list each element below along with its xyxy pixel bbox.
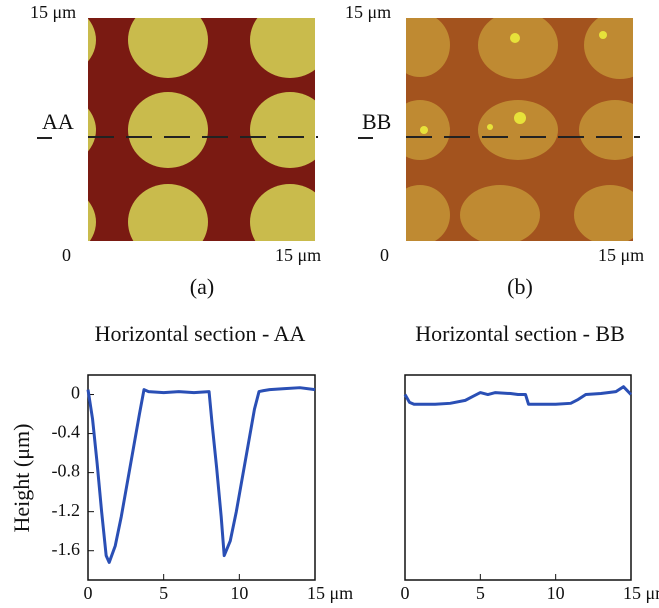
image-top-label: 15 μm xyxy=(30,2,76,22)
x-tick-label: 15 μm xyxy=(307,583,353,603)
chart-title: Horizontal section - AA xyxy=(95,321,306,346)
x-tick-label: 0 xyxy=(84,583,93,603)
section-label: BB xyxy=(362,109,391,134)
image-bottom-left: 0 xyxy=(380,245,389,265)
x-tick-label: 0 xyxy=(401,583,410,603)
x-tick-label: 10 xyxy=(230,583,248,603)
x-tick-label: 15 μm xyxy=(623,583,659,603)
x-tick-label: 10 xyxy=(547,583,565,603)
plot-frame xyxy=(87,374,316,581)
y-axis-label: Height (μm) xyxy=(9,424,34,533)
section-label: AA xyxy=(42,109,74,134)
image-bottom-right: 15 μm xyxy=(598,245,644,265)
afm-image-b xyxy=(406,18,633,241)
x-tick-label: 5 xyxy=(476,583,485,603)
image-top-label: 15 μm xyxy=(345,2,391,22)
plot-frame xyxy=(404,374,632,581)
chart-title: Horizontal section - BB xyxy=(415,321,625,346)
y-tick-label: -1.2 xyxy=(52,500,81,520)
x-tick-label: 5 xyxy=(159,583,168,603)
y-tick-label: -1.6 xyxy=(52,539,81,559)
caption: (a) xyxy=(190,274,214,299)
profile-line xyxy=(403,385,633,406)
image-bottom-left: 0 xyxy=(62,245,71,265)
profile-line xyxy=(86,386,316,564)
y-tick-label: -0.4 xyxy=(52,422,81,442)
afm-image-a xyxy=(88,18,315,241)
y-tick-label: 0 xyxy=(71,383,80,403)
image-bottom-right: 15 μm xyxy=(275,245,321,265)
y-tick-label: -0.8 xyxy=(52,461,81,481)
caption: (b) xyxy=(507,274,533,299)
